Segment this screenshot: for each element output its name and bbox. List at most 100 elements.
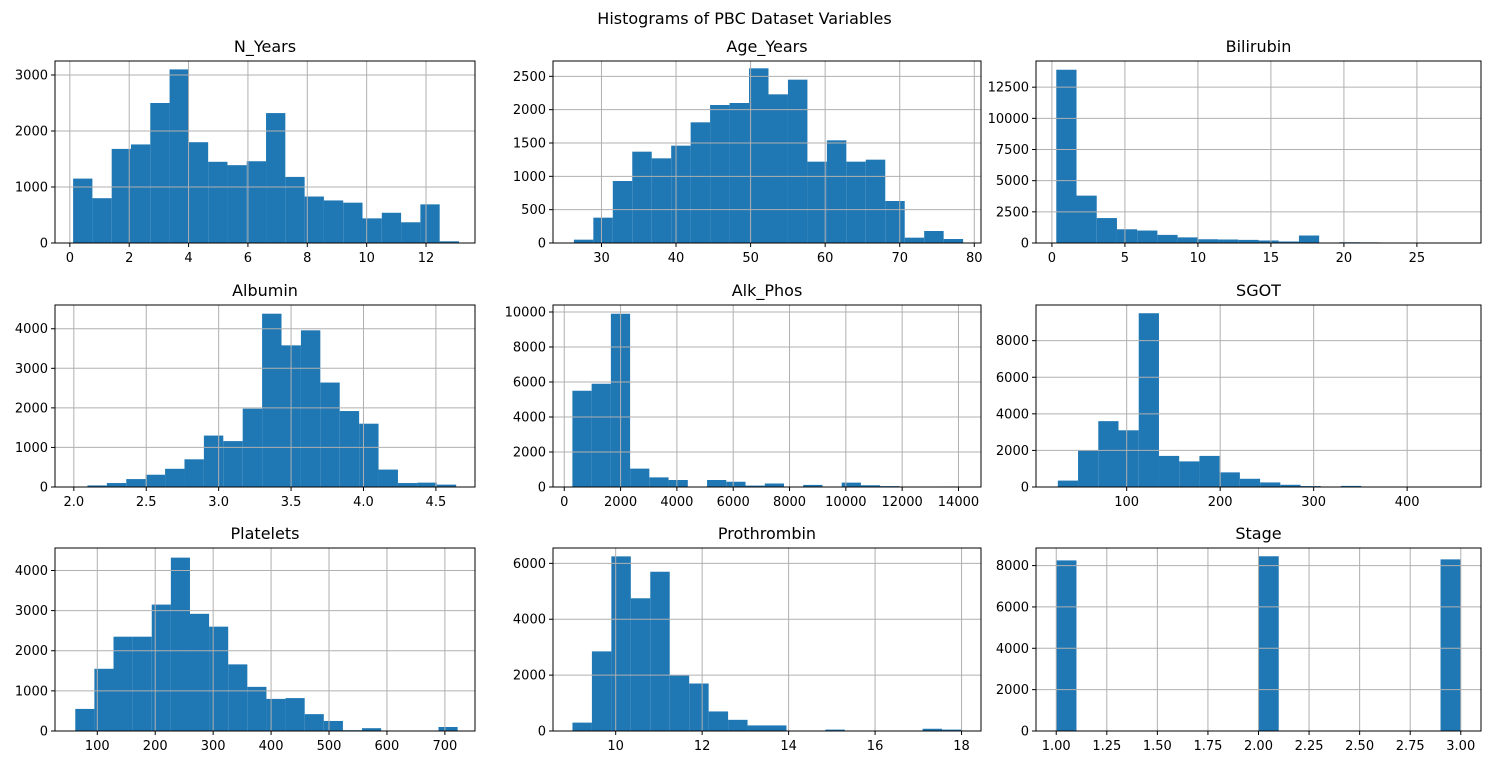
x-tick-label: 300 (201, 739, 226, 754)
histogram-bar (184, 459, 204, 487)
x-tick-label: 4 (184, 251, 192, 266)
histogram-panel: 30 40 50 60 70 80 0 500 1000 1500 2000 2500 Age_Year… (513, 37, 983, 266)
histogram-bar (1260, 482, 1281, 487)
x-tick-label: 8000 (773, 495, 806, 510)
histogram-bar (339, 411, 360, 487)
x-tick-label: 2 (125, 251, 133, 266)
histogram-bar (262, 313, 282, 487)
x-tick-label: 400 (259, 739, 284, 754)
histogram-bar (285, 698, 305, 731)
x-tick-label: 200 (1208, 495, 1233, 510)
histogram-bar (669, 675, 690, 731)
histogram-bar (378, 469, 398, 487)
x-tick-label: 14000 (938, 495, 979, 510)
histogram-bar (266, 698, 286, 731)
histogram-bar (825, 729, 845, 731)
histogram-bar (650, 571, 670, 731)
histogram-bar (1056, 69, 1077, 243)
histogram-bar (1280, 484, 1301, 487)
histogram-bar (707, 480, 727, 487)
histogram-bar (106, 483, 127, 487)
y-tick-label: 8000 (996, 334, 1029, 349)
histogram-bar (943, 239, 964, 243)
x-tick-label: 3.00 (1446, 739, 1475, 754)
histogram-bar (649, 477, 669, 487)
x-tick-label: 2.75 (1396, 739, 1425, 754)
panel-title: Age_Years (726, 37, 807, 57)
x-tick-label: 80 (966, 251, 983, 266)
histogram-bar (436, 484, 457, 487)
histogram-bar (1238, 239, 1259, 243)
histogram-bar (803, 484, 823, 487)
histogram-bar (87, 485, 107, 487)
y-tick-label: 4000 (15, 322, 48, 337)
y-tick-label: 0 (538, 237, 546, 252)
x-tick-label: 2.5 (136, 495, 157, 510)
histogram-bar (1157, 234, 1178, 243)
histogram-bar (73, 178, 93, 243)
axes-frame (1035, 304, 1482, 488)
histogram-bar (630, 598, 651, 731)
histogram-bar (1341, 485, 1362, 487)
histogram-bar (630, 468, 650, 487)
y-tick-label: 4000 (513, 411, 546, 426)
histogram-bar (1197, 239, 1219, 243)
y-tick-label: 2000 (513, 669, 546, 684)
y-tick-label: 2000 (15, 125, 48, 140)
x-tick-label: 2000 (604, 495, 637, 510)
histogram-bar (745, 485, 765, 487)
histogram-bar (826, 140, 847, 243)
y-tick-label: 3000 (15, 362, 48, 377)
histogram-bar (846, 161, 866, 243)
axes-frame (54, 304, 476, 488)
histogram-bar (747, 725, 767, 731)
histogram-panel: 0 5 10 15 20 25 0 2500 5000 7500 10000 12500 Bilirub… (988, 37, 1482, 266)
x-tick-label: 0 (1048, 251, 1056, 266)
panel-title: Alk_Phos (732, 281, 803, 301)
histogram-bar (92, 198, 112, 243)
histogram-bar (924, 231, 944, 243)
histogram-bar (94, 668, 114, 731)
y-tick-label: 0 (40, 725, 48, 740)
histogram-bar (169, 69, 189, 244)
histogram-bar (130, 144, 151, 243)
y-tick-label: 4000 (996, 407, 1029, 422)
histogram-bar (170, 557, 190, 731)
x-tick-label: 3.5 (281, 495, 302, 510)
histogram-bar (362, 218, 382, 243)
histogram-bar (726, 481, 746, 487)
x-tick-label: 2.50 (1345, 739, 1374, 754)
x-tick-label: 30 (593, 251, 610, 266)
x-tick-label: 600 (375, 739, 400, 754)
y-tick-label: 1000 (15, 684, 48, 699)
histogram-bar (438, 726, 458, 731)
histogram-bar (1278, 241, 1299, 243)
histogram-bar (572, 390, 592, 487)
histogram-bar (439, 241, 459, 243)
histogram-bar (285, 176, 305, 243)
panel-title: Bilirubin (1226, 37, 1292, 56)
histogram-bar (573, 239, 594, 243)
histogram-bar (323, 720, 343, 731)
histogram-bar (591, 651, 612, 731)
histogram-bar (942, 729, 962, 731)
histogram-bar (300, 330, 321, 487)
x-tick-label: 200 (143, 739, 168, 754)
histogram-bar (1098, 421, 1119, 487)
y-tick-label: 2000 (15, 644, 48, 659)
histogram-bar (572, 722, 592, 731)
histogram-bar (1158, 455, 1180, 487)
histogram-bar (651, 158, 672, 243)
histogram-bar (922, 728, 943, 731)
y-tick-label: 2000 (513, 103, 546, 118)
x-tick-label: 25 (1409, 251, 1426, 266)
x-tick-label: 100 (85, 739, 110, 754)
histogram-bar (165, 468, 185, 487)
histogram-bar (764, 483, 784, 487)
x-tick-label: 2.00 (1244, 739, 1273, 754)
y-tick-label: 2000 (996, 683, 1029, 698)
panel-title: SGOT (1236, 281, 1281, 300)
x-tick-label: 8 (303, 251, 311, 266)
